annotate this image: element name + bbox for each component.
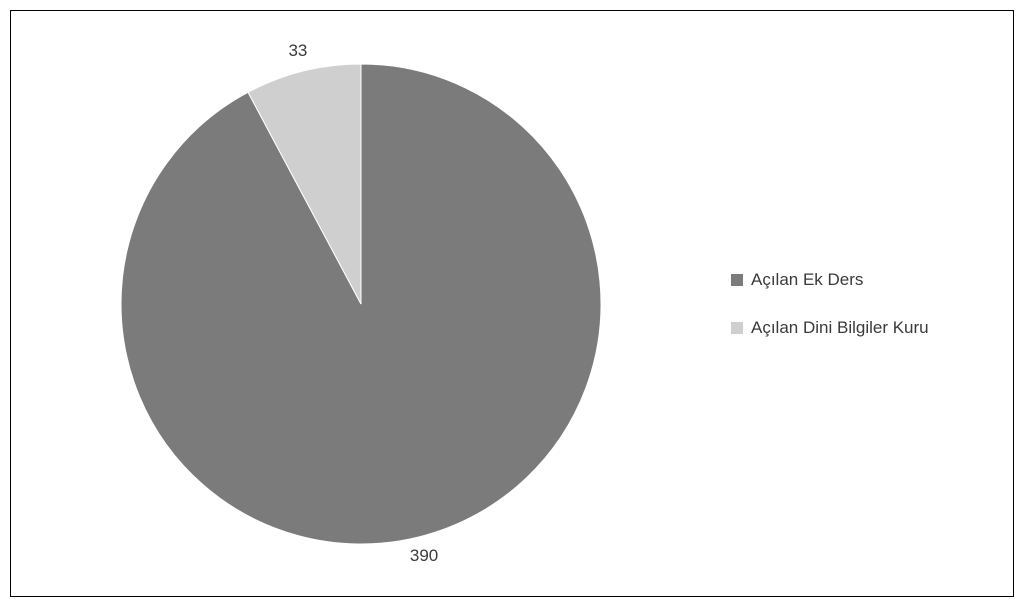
legend-item: Açılan Dini Bilgiler Kuru	[731, 318, 1013, 338]
legend-swatch	[731, 322, 743, 334]
pie-svg	[121, 64, 601, 544]
legend-label: Açılan Ek Ders	[751, 270, 863, 290]
legend-swatch	[731, 274, 743, 286]
chart-area: 390 33	[11, 10, 711, 597]
pie-chart: 39033	[121, 64, 601, 544]
legend-item: Açılan Ek Ders	[731, 270, 1013, 290]
legend: Açılan Ek Ders Açılan Dini Bilgiler Kuru	[711, 270, 1013, 338]
legend-label: Açılan Dini Bilgiler Kuru	[751, 318, 929, 338]
chart-frame: 390 33 Açılan Ek Ders Açılan Dini Bilgiler…	[10, 10, 1014, 597]
pie-data-label: 390	[410, 546, 438, 566]
pie-data-label: 33	[288, 41, 307, 61]
figure-container: 390 33 Açılan Ek Ders Açılan Dini Bilgiler…	[0, 0, 1024, 607]
